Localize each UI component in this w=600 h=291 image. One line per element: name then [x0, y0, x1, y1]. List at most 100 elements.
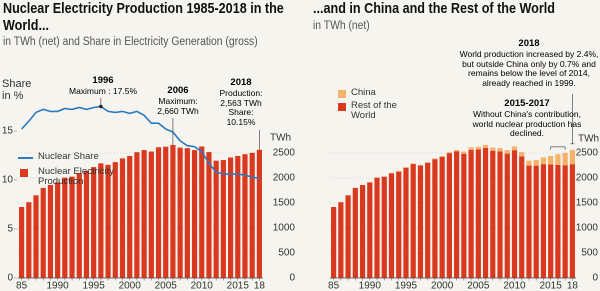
bar [170, 145, 176, 278]
y-tick-label: 500 [581, 248, 598, 259]
bar [127, 156, 133, 278]
bar-segment [338, 202, 344, 278]
y-tick-label: 10 [2, 175, 14, 186]
bar-segment [446, 153, 452, 278]
annotation-label: 2018 [518, 39, 540, 49]
bar-segment [388, 173, 395, 278]
bar [213, 160, 219, 278]
bar-segment [540, 157, 547, 165]
bar [98, 163, 104, 278]
x-tick-label: 2015 [540, 281, 563, 291]
chart-subtitle: in TWh (net) [313, 19, 370, 32]
bar-segment [381, 176, 387, 278]
bar-segment [490, 150, 496, 278]
bar-segment [403, 167, 409, 168]
bar-segment [439, 156, 445, 278]
legend-entry: China [351, 88, 376, 98]
y-tick-label: 1000 [273, 223, 296, 234]
annotation-text: Maximum : 17.5% [68, 85, 138, 96]
bar-segment [562, 152, 568, 166]
legend-swatch [338, 90, 346, 98]
bar [249, 152, 255, 278]
bar-segment [562, 165, 568, 278]
bar [33, 195, 39, 278]
x-tick-label: 2010 [503, 281, 526, 291]
bar [40, 187, 46, 278]
title-block: Nuclear Electricity Production 1985-2018… [3, 1, 284, 48]
bar-segment [446, 152, 452, 154]
bar-segment [410, 163, 416, 165]
bar-segment [569, 149, 575, 165]
y-tick-label: 0 [289, 273, 295, 284]
chart-subtitle: in TWh (net) and Share in Electricity Ge… [3, 36, 258, 48]
bar-segment [548, 164, 554, 278]
annotation-label: 1996 [92, 76, 114, 86]
bar-segment [345, 195, 351, 278]
bar-segment [504, 153, 510, 278]
bar-segment [461, 151, 467, 154]
bar-segment [526, 160, 532, 166]
y-tick-label: 15 [2, 126, 14, 137]
annotation-text: Maximum: 2,660 TWh [157, 95, 199, 116]
bar-segment [490, 147, 496, 151]
bar-segment [359, 185, 366, 278]
bar-segment [540, 164, 547, 278]
y-tick-label: 5 [7, 224, 13, 235]
share-line [21, 105, 260, 180]
x-tick-label: 2000 [431, 281, 454, 291]
annotation-label: 2006 [167, 86, 189, 96]
bar [83, 171, 90, 278]
bar [148, 151, 154, 278]
bar [141, 150, 147, 278]
bar-segment [555, 154, 561, 165]
annotation-box: 2018 Production: 2,563 TWh Share: 10.15% [214, 78, 268, 128]
y-tick-label: 2500 [576, 148, 599, 159]
bar-segment [461, 153, 467, 278]
x-tick-label: 2015 [227, 281, 250, 291]
chart-title: Nuclear Electricity Production 1985-2018… [3, 1, 284, 34]
bar-segment [425, 162, 431, 163]
bar [235, 155, 241, 278]
bar [220, 160, 226, 278]
bar [119, 158, 126, 278]
bar-segment [439, 156, 445, 157]
x-tick-label: 85 [16, 281, 28, 291]
legend-label: Rest of the World [351, 101, 397, 122]
bar-segment [352, 187, 358, 278]
bar-segment [526, 165, 532, 278]
y-tick-label: 2500 [273, 148, 296, 159]
bar-segment [432, 158, 438, 160]
bar-segment [367, 182, 373, 278]
unit-label: TWh [578, 134, 599, 145]
bar-segment [396, 171, 402, 278]
x-tick-label: 18 [567, 281, 579, 291]
bar-segment [548, 155, 554, 165]
y-tick-label: 1500 [273, 198, 296, 209]
annotation-box: 2015-2017 Without China's contribution, w… [472, 99, 582, 139]
bar [105, 164, 111, 278]
x-tick-label: 2005 [467, 281, 490, 291]
legend-entry: Nuclear Electricity Production [38, 167, 115, 188]
chart-title: ...and in China and the Rest of the Worl… [313, 1, 555, 17]
y-tick-label: 0 [7, 273, 13, 284]
bar-segment [468, 149, 474, 278]
legend-label: Nuclear Electricity Production [38, 167, 115, 188]
y-tick-label: 0 [592, 273, 598, 284]
bar-segment [475, 149, 481, 278]
annotation-box: 2018 World production increased by 2.4%, … [458, 39, 600, 89]
bar-segment [482, 147, 489, 278]
annotation-text: Production: 2,563 TWh Share: 10.15% [219, 87, 263, 128]
x-tick-label: 1990 [359, 281, 382, 291]
legend-label: China [351, 88, 376, 98]
bar [206, 152, 212, 278]
bar-segment [374, 177, 380, 278]
bar-segment [519, 152, 525, 157]
y-axis-title: Share in % [2, 78, 32, 103]
bar-segment [410, 164, 416, 278]
bar-segment [511, 146, 518, 151]
